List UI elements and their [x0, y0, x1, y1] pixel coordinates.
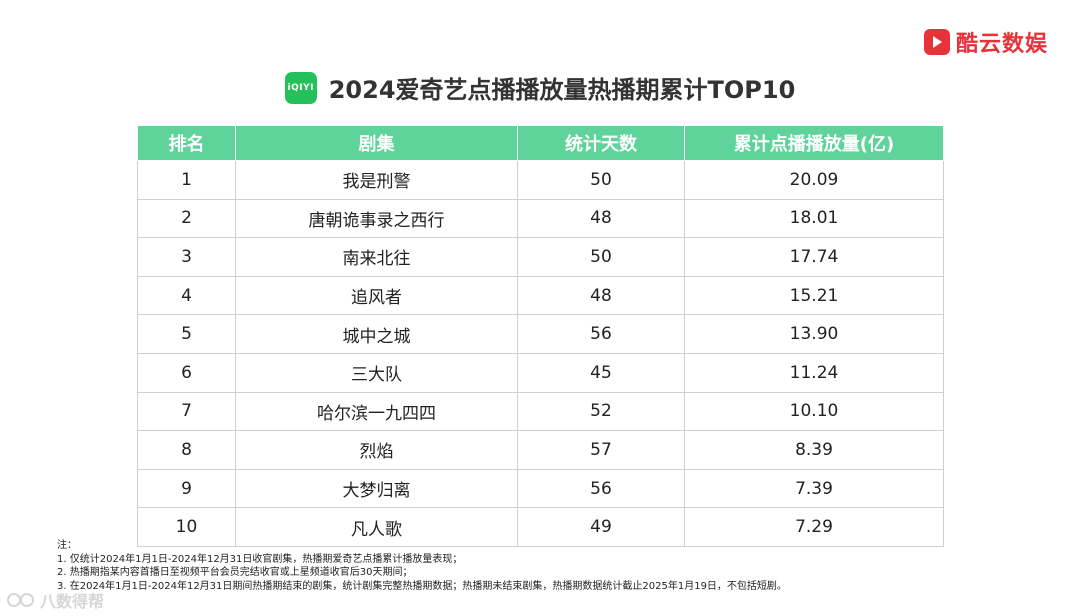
title-cell: 烈焰 [235, 430, 518, 470]
footnote-item: 3. 在2024年1月1日-2024年12月31日期间热播期结束的剧集，统计剧集… [57, 580, 787, 592]
header-days: 统计天数 [517, 125, 685, 161]
rank-cell: 1 [137, 160, 236, 200]
table-row: 10 凡人歌 49 7.29 [137, 507, 944, 547]
days-cell: 56 [517, 314, 685, 354]
days-cell: 50 [517, 160, 685, 200]
days-cell: 50 [517, 237, 685, 277]
watermark-icon [7, 593, 34, 607]
plays-cell: 20.09 [684, 160, 944, 200]
days-cell: 48 [517, 198, 685, 239]
footnote-item: 1. 仅统计2024年1月1日-2024年12月31日收官剧集，热播期爱奇艺点播… [57, 553, 463, 565]
title-row: iQIYI 2024爱奇艺点播播放量热播期累计TOP10 [0, 70, 1080, 105]
rank-cell: 8 [137, 430, 236, 470]
header-title: 剧集 [235, 125, 518, 161]
plays-cell: 15.21 [684, 275, 944, 316]
table-row: 3 南来北往 50 17.74 [137, 237, 944, 277]
table-row: 2 唐朝诡事录之西行 48 18.01 [137, 198, 944, 239]
plays-cell: 17.74 [684, 237, 944, 277]
plays-cell: 7.29 [684, 507, 944, 547]
watermark: 八数得帮 [6, 588, 104, 612]
title-cell: 唐朝诡事录之西行 [235, 198, 518, 239]
title-cell: 大梦归离 [235, 468, 518, 509]
table-row: 5 城中之城 56 13.90 [137, 314, 944, 354]
days-cell: 48 [517, 275, 685, 316]
table-row: 1 我是刑警 50 20.09 [137, 160, 944, 200]
rank-cell: 9 [137, 468, 236, 509]
plays-cell: 18.01 [684, 198, 944, 239]
table-row: 8 烈焰 57 8.39 [137, 430, 944, 470]
title-cell: 南来北往 [235, 237, 518, 277]
plays-cell: 11.24 [684, 352, 944, 393]
title-cell: 追风者 [235, 275, 518, 316]
table-header-row: 排名 剧集 统计天数 累计点播播放量(亿) [137, 125, 944, 161]
table-row: 4 追风者 48 15.21 [137, 275, 944, 316]
days-cell: 57 [517, 430, 685, 470]
ranking-table: 排名 剧集 统计天数 累计点播播放量(亿) 1 我是刑警 50 20.09 2 … [137, 125, 944, 547]
rank-cell: 4 [137, 275, 236, 316]
title-cell: 凡人歌 [235, 507, 518, 547]
days-cell: 56 [517, 468, 685, 509]
rank-cell: 7 [137, 391, 236, 432]
watermark-text: 八数得帮 [40, 592, 105, 611]
rank-cell: 5 [137, 314, 236, 354]
header-rank: 排名 [137, 125, 236, 161]
rank-cell: 6 [137, 352, 236, 393]
plays-cell: 13.90 [684, 314, 944, 354]
footnote-heading: 注： [57, 540, 77, 551]
title-cell: 城中之城 [235, 314, 518, 354]
brand-name: 酷云数娱 [955, 32, 1048, 57]
rank-cell: 10 [137, 507, 236, 547]
plays-cell: 10.10 [684, 391, 944, 432]
play-icon [923, 29, 950, 55]
iqiyi-logo: iQIYI [284, 71, 317, 104]
page-title: 2024爱奇艺点播播放量热播期累计TOP10 [328, 76, 796, 104]
plays-cell: 7.39 [684, 468, 944, 509]
rank-cell: 3 [137, 237, 236, 277]
rank-cell: 2 [137, 198, 236, 239]
plays-cell: 8.39 [684, 430, 944, 470]
days-cell: 52 [517, 391, 685, 432]
title-cell: 三大队 [235, 352, 518, 393]
days-cell: 45 [517, 352, 685, 393]
title-cell: 哈尔滨一九四四 [235, 391, 518, 432]
footnote-item: 2. 热播期指某内容首播日至视频平台会员完结收官或上星频道收官后30天期间； [57, 567, 413, 578]
header-plays: 累计点播播放量(亿) [684, 125, 944, 161]
brand-logo: 酷云数娱 [923, 26, 1048, 58]
table-row: 6 三大队 45 11.24 [137, 352, 944, 393]
title-cell: 我是刑警 [235, 160, 518, 200]
table-row: 7 哈尔滨一九四四 52 10.10 [137, 391, 944, 432]
footnotes: 注： 1. 仅统计2024年1月1日-2024年12月31日收官剧集，热播期爱奇… [57, 539, 787, 593]
table-row: 9 大梦归离 56 7.39 [137, 468, 944, 509]
